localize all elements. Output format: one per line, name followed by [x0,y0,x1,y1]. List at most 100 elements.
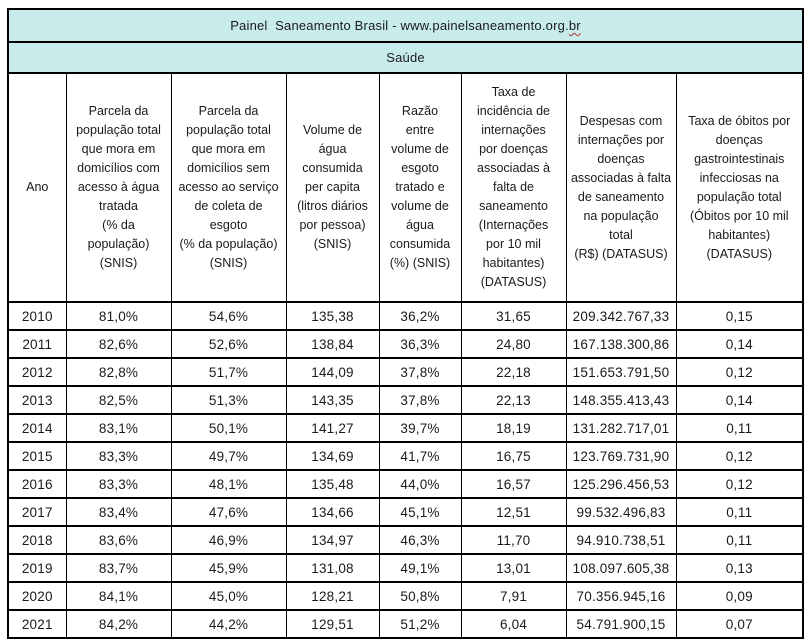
value-cell: 83,6% [65,525,172,555]
value-cell: 83,4% [65,497,172,527]
value-cell: 36,2% [378,301,462,331]
value-cell: 141,27 [285,413,380,443]
value-cell: 7,91 [460,581,567,611]
value-cell: 46,9% [170,525,287,555]
value-cell: 45,0% [170,581,287,611]
year-cell: 2021 [7,609,67,639]
value-cell: 45,9% [170,553,287,583]
value-cell: 24,80 [460,329,567,359]
value-cell: 99.532.496,83 [565,497,677,527]
value-cell: 134,97 [285,525,380,555]
value-cell: 125.296.456,53 [565,469,677,499]
value-cell: 18,19 [460,413,567,443]
value-cell: 83,3% [65,441,172,471]
value-cell: 131,08 [285,553,380,583]
value-cell: 0,15 [675,301,804,331]
table-row: 2010 81,0% 54,6% 135,38 36,2% 31,65 209.342.76… [7,301,804,331]
year-cell: 2013 [7,385,67,415]
value-cell: 0,11 [675,413,804,443]
value-cell: 151.653.791,50 [565,357,677,387]
table-row: 2018 83,6% 46,9% 134,97 46,3% 11,70 94.910.738… [7,525,804,555]
column-header-razao-esgoto-tratado: Razão entre volume de esgoto tratado e v… [378,72,462,303]
year-cell: 2011 [7,329,67,359]
year-cell: 2016 [7,469,67,499]
value-cell: 47,6% [170,497,287,527]
title-row: Painel Saneamento Brasil - www.painelsan… [7,8,804,43]
year-cell: 2020 [7,581,67,611]
year-cell: 2010 [7,301,67,331]
value-cell: 50,1% [170,413,287,443]
value-cell: 46,3% [378,525,462,555]
value-cell: 70.356.945,16 [565,581,677,611]
column-header-taxa-internacoes: Taxa de incidência de internações por do… [460,72,567,303]
year-cell: 2017 [7,497,67,527]
table-row: 2013 82,5% 51,3% 143,35 37,8% 22,13 148.355.41… [7,385,804,415]
table-row: 2019 83,7% 45,9% 131,08 49,1% 13,01 108.097.60… [7,553,804,583]
value-cell: 51,3% [170,385,287,415]
value-cell: 16,75 [460,441,567,471]
value-cell: 167.138.300,86 [565,329,677,359]
value-cell: 131.282.717,01 [565,413,677,443]
table-row: 2014 83,1% 50,1% 141,27 39,7% 18,19 131.282.71… [7,413,804,443]
value-cell: 135,38 [285,301,380,331]
value-cell: 54.791.900,15 [565,609,677,639]
value-cell: 84,1% [65,581,172,611]
table-row: 2012 82,8% 51,7% 144,09 37,8% 22,18 151.653.79… [7,357,804,387]
value-cell: 0,11 [675,525,804,555]
value-cell: 83,7% [65,553,172,583]
value-cell: 49,7% [170,441,287,471]
value-cell: 82,8% [65,357,172,387]
value-cell: 0,12 [675,469,804,499]
page-title: Painel Saneamento Brasil - www.painelsan… [7,8,804,43]
column-header-row: Ano Parcela da população total que mora … [7,72,804,303]
value-cell: 138,84 [285,329,380,359]
value-cell: 83,3% [65,469,172,499]
year-cell: 2019 [7,553,67,583]
table-row: 2011 82,6% 52,6% 138,84 36,3% 24,80 167.138.30… [7,329,804,359]
value-cell: 128,21 [285,581,380,611]
value-cell: 39,7% [378,413,462,443]
table-body: 2010 81,0% 54,6% 135,38 36,2% 31,65 209.342.76… [7,301,804,639]
value-cell: 45,1% [378,497,462,527]
title-text: Painel Saneamento Brasil - www.painelsan… [230,18,569,33]
title-spellchecked-text: br [568,18,581,33]
column-header-taxa-obitos: Taxa de óbitos por doenças gastrointesti… [675,72,804,303]
value-cell: 82,6% [65,329,172,359]
value-cell: 0,12 [675,357,804,387]
table-row: 2021 84,2% 44,2% 129,51 51,2% 6,04 54.791.900,… [7,609,804,639]
value-cell: 54,6% [170,301,287,331]
value-cell: 144,09 [285,357,380,387]
value-cell: 12,51 [460,497,567,527]
column-header-sem-coleta-esgoto: Parcela da população total que mora em d… [170,72,287,303]
value-cell: 52,6% [170,329,287,359]
value-cell: 0,12 [675,441,804,471]
value-cell: 48,1% [170,469,287,499]
year-cell: 2014 [7,413,67,443]
table-row: 2020 84,1% 45,0% 128,21 50,8% 7,91 70.356.945,… [7,581,804,611]
value-cell: 0,09 [675,581,804,611]
year-cell: 2015 [7,441,67,471]
column-header-acesso-agua-tratada: Parcela da população total que mora em d… [65,72,172,303]
value-cell: 108.097.605,38 [565,553,677,583]
table-row: 2015 83,3% 49,7% 134,69 41,7% 16,75 123.769.73… [7,441,804,471]
year-cell: 2018 [7,525,67,555]
value-cell: 209.342.767,33 [565,301,677,331]
value-cell: 6,04 [460,609,567,639]
value-cell: 82,5% [65,385,172,415]
year-cell: 2012 [7,357,67,387]
value-cell: 31,65 [460,301,567,331]
value-cell: 134,69 [285,441,380,471]
value-cell: 11,70 [460,525,567,555]
value-cell: 129,51 [285,609,380,639]
value-cell: 94.910.738,51 [565,525,677,555]
value-cell: 135,48 [285,469,380,499]
value-cell: 0,07 [675,609,804,639]
value-cell: 22,13 [460,385,567,415]
value-cell: 123.769.731,90 [565,441,677,471]
saneamento-saude-table: Painel Saneamento Brasil - www.painelsan… [7,8,805,639]
column-header-volume-agua-per-capita: Volume de água consumida per capita (lit… [285,72,380,303]
value-cell: 0,13 [675,553,804,583]
value-cell: 51,7% [170,357,287,387]
value-cell: 51,2% [378,609,462,639]
value-cell: 84,2% [65,609,172,639]
